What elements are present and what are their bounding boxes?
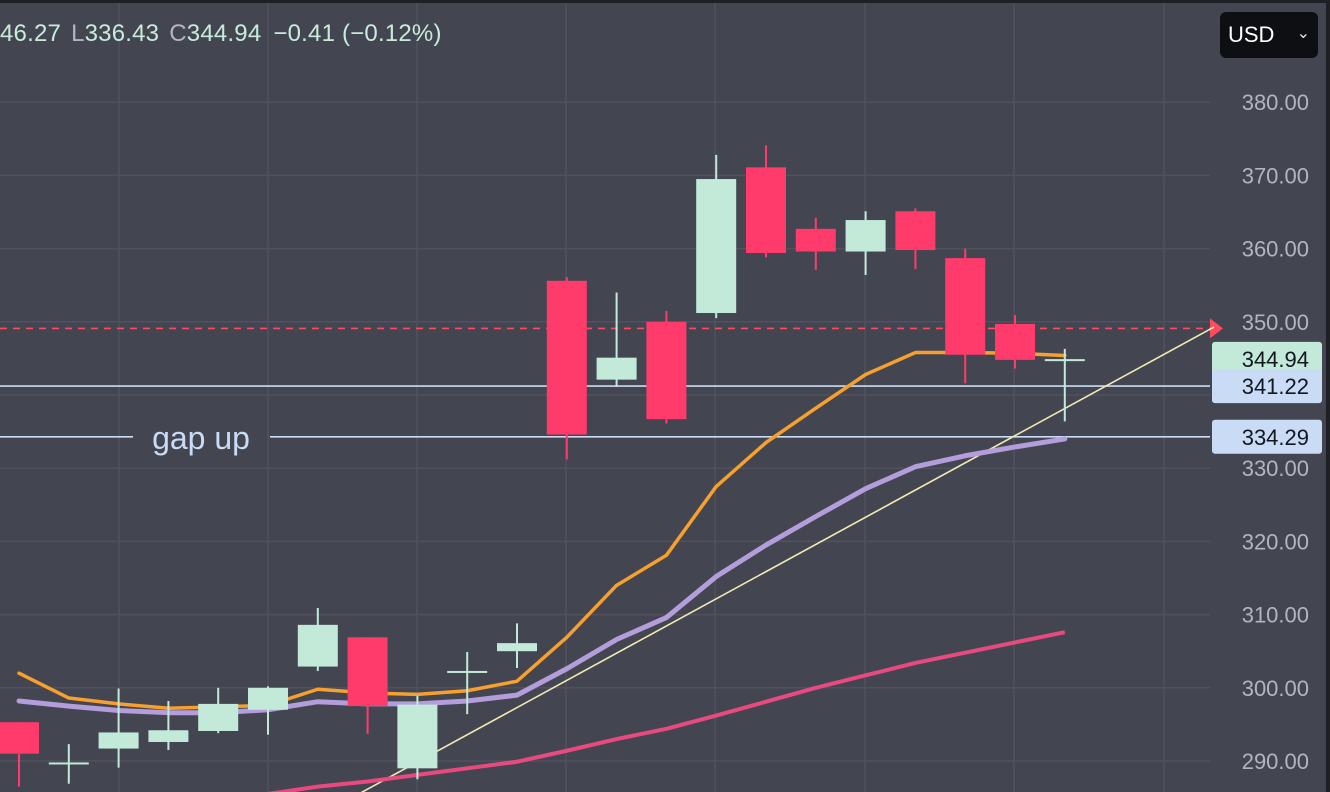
candle-body-up xyxy=(148,730,189,742)
price-axis-label: 334.29 xyxy=(1242,425,1309,450)
legend-close-value: 344.94 xyxy=(186,20,262,47)
candle-body-up xyxy=(696,179,737,314)
legend-open-partial: 46.27 xyxy=(0,20,62,47)
candle-body-down xyxy=(646,321,687,420)
price-axis-label: 344.94 xyxy=(1242,347,1309,372)
candle-body-down xyxy=(0,722,39,754)
candle-body-up xyxy=(497,643,537,652)
moving-average-slow xyxy=(267,630,1066,792)
candle-body-up xyxy=(98,732,139,749)
legend-low-label: L xyxy=(71,20,85,47)
y-axis-tick-label: 290.00 xyxy=(1242,749,1309,774)
ohlc-legend: 46.27 L336.43 C344.94 −0.41 (−0.12%) xyxy=(0,20,442,48)
y-axis-tick-label: 370.00 xyxy=(1242,163,1309,188)
y-axis-tick-label: 350.00 xyxy=(1242,310,1309,335)
last-price-marker xyxy=(1210,318,1223,339)
price-axis-label-bg xyxy=(1212,369,1322,404)
candle-body-up xyxy=(447,670,488,673)
candle-body-down xyxy=(546,280,587,435)
moving-average-mid xyxy=(16,436,1068,716)
y-axis-tick-label: 310.00 xyxy=(1242,603,1309,628)
candle-body-down xyxy=(945,258,986,355)
price-axis-label: 341.22 xyxy=(1242,374,1309,399)
legend-low-value: 336.43 xyxy=(84,20,160,47)
candle-body-down xyxy=(795,228,836,252)
y-axis-tick-label: 380.00 xyxy=(1242,90,1309,115)
candle-body-up xyxy=(198,703,239,731)
candle-body-down xyxy=(347,637,388,707)
y-axis-tick-label: 330.00 xyxy=(1242,456,1309,481)
y-axis-tick-label: 300.00 xyxy=(1242,676,1309,701)
y-axis-tick-label: 320.00 xyxy=(1242,529,1309,554)
chevron-down-icon: ⌄ xyxy=(1296,25,1310,42)
candle-body-up xyxy=(1044,359,1085,362)
moving-average-fast xyxy=(17,350,1067,711)
legend-close-label: C xyxy=(169,20,187,47)
candle-body-down xyxy=(895,211,936,251)
candle-body-up xyxy=(845,220,886,252)
currency-label: USD xyxy=(1228,22,1275,47)
chart-frame-edge xyxy=(1326,0,1330,792)
candle-body-up xyxy=(248,687,288,710)
candle-body-up xyxy=(596,357,637,380)
candle-body-up xyxy=(48,762,89,765)
gap-up-annotation: gap up xyxy=(152,420,250,456)
trend-line xyxy=(360,326,1215,792)
currency-dropdown[interactable]: USD ⌄ xyxy=(1220,12,1318,58)
price-axis-label-bg xyxy=(1212,341,1322,376)
price-axis-label-bg xyxy=(1212,419,1322,454)
candle-body-up xyxy=(297,624,338,667)
candle-body-down xyxy=(995,323,1035,360)
candle-body-down xyxy=(746,167,786,253)
candle-body-up xyxy=(397,704,438,769)
legend-change: −0.41 (−0.12%) xyxy=(273,20,442,47)
chart-frame-top xyxy=(0,0,1330,3)
y-axis-tick-label: 360.00 xyxy=(1242,237,1309,262)
